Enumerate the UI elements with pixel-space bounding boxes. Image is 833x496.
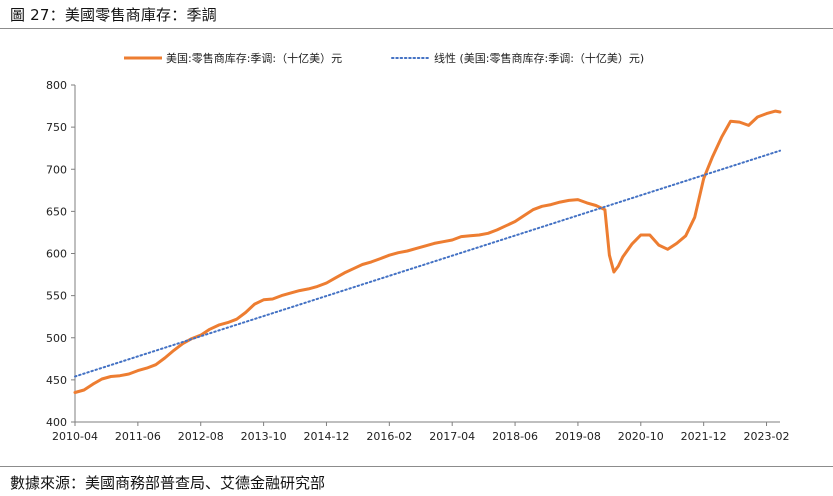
legend: 美国:零售商库存:季调:（十亿美）元 线性 (美国:零售商库存:季调:（十亿美）… — [124, 51, 644, 65]
y-tick-label-2: 500 — [46, 332, 67, 345]
x-tick-label-0: 2010-04 — [52, 430, 98, 443]
y-tick-label-3: 550 — [46, 290, 67, 303]
y-tick-label-1: 450 — [46, 374, 67, 387]
x-tick-label-10: 2021-12 — [681, 430, 727, 443]
series-line-linear-trend — [74, 149, 781, 378]
bottom-divider — [0, 466, 833, 467]
y-tick-label-7: 750 — [46, 121, 67, 134]
x-tick-label-8: 2019-08 — [555, 430, 601, 443]
plot-area: 400 450 500 550 600 650 700 750 800 2010-04 2011-0… — [46, 79, 790, 443]
x-tick-label-2: 2012-08 — [178, 430, 224, 443]
y-tick-label-4: 600 — [46, 248, 67, 261]
source-note: 數據來源：美國商務部普查局、艾德金融研究部 — [10, 474, 326, 492]
y-tick-label-5: 650 — [46, 205, 67, 218]
x-tick-label-9: 2020-10 — [618, 430, 664, 443]
x-tick-label-11: 2023-02 — [744, 430, 790, 443]
legend-label-trend: 线性 (美国:零售商库存:季调:（十亿美）元) — [434, 51, 644, 65]
x-tick-label-4: 2014-12 — [303, 430, 349, 443]
x-tick-label-1: 2011-06 — [115, 430, 161, 443]
x-tick-label-3: 2013-10 — [241, 430, 287, 443]
x-tick-label-6: 2017-04 — [429, 430, 475, 443]
y-tick-label-6: 700 — [46, 163, 67, 176]
x-tick-label-5: 2016-02 — [366, 430, 412, 443]
figure-title: 圖 27：美國零售商庫存：季調 — [10, 6, 217, 24]
top-divider — [0, 28, 833, 29]
y-tick-label-0: 400 — [46, 416, 67, 429]
y-tick-label-8: 800 — [46, 79, 67, 92]
x-tick-label-7: 2018-06 — [492, 430, 538, 443]
legend-label-series: 美国:零售商库存:季调:（十亿美）元 — [166, 51, 342, 65]
series-line-inventory — [73, 109, 782, 394]
